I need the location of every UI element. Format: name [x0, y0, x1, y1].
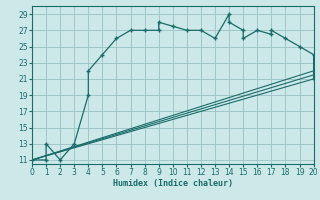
X-axis label: Humidex (Indice chaleur): Humidex (Indice chaleur) [113, 179, 233, 188]
